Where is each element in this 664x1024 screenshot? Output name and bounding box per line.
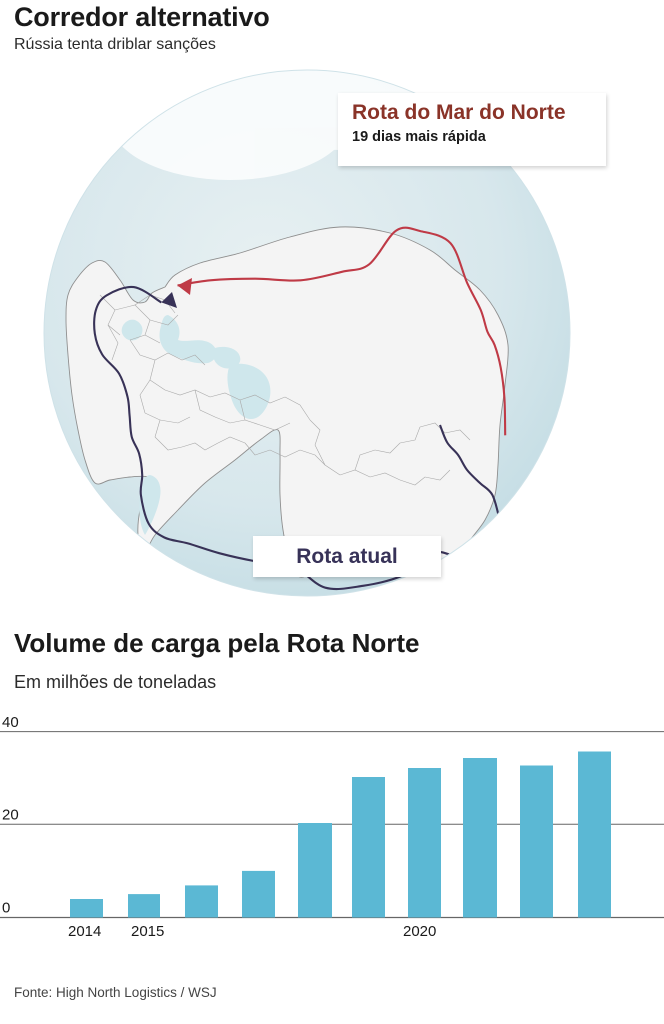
svg-text:2015: 2015: [131, 923, 164, 940]
svg-text:20: 20: [2, 807, 19, 824]
svg-text:0: 0: [2, 900, 10, 917]
svg-text:2020: 2020: [403, 923, 436, 940]
svg-text:40: 40: [2, 714, 19, 731]
svg-text:2014: 2014: [68, 923, 101, 940]
